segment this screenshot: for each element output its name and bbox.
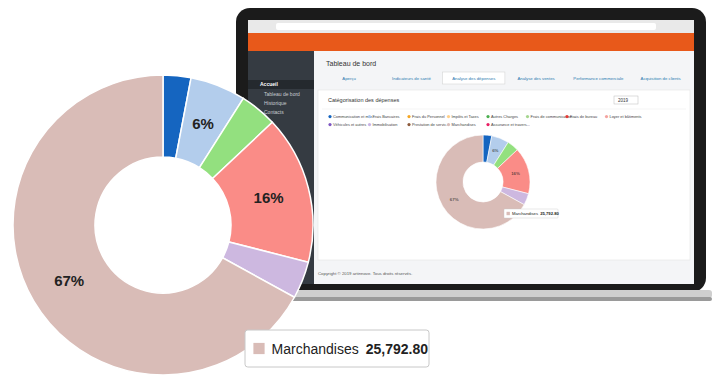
browser-bar (248, 20, 694, 33)
sidebar-item: Contacts (264, 109, 284, 115)
legend-label: Véhicules et autres (333, 122, 366, 127)
panel (318, 90, 690, 260)
year-select[interactable] (614, 96, 638, 104)
footer: Copyright © 2019 artinnove. Tous droits … (318, 271, 412, 276)
tab[interactable]: Analyse des dépenses (452, 76, 495, 81)
laptop-base-edge (222, 297, 712, 301)
canvas: Accueil Tableau de bord Historique Contacts… (0, 0, 712, 384)
panel-divider (322, 109, 686, 110)
legend-swatch (407, 123, 410, 126)
legend-label: Immobilisation (373, 122, 398, 127)
tab-active (443, 72, 505, 84)
big-tooltip: Marchandises 25,792.80 (245, 330, 429, 367)
legend-label: Autres Charges (491, 114, 518, 119)
tooltip-text: Marchandises25,792.80 (512, 211, 559, 216)
legend-swatch (447, 123, 450, 126)
legend-label: Frais Bancaires (373, 114, 400, 119)
tooltip-value: 25,792.80 (366, 341, 428, 357)
year-select-text: 2019 (618, 98, 629, 103)
url-field (276, 23, 656, 30)
legend-swatch (368, 123, 371, 126)
tooltip-swatch (253, 343, 264, 354)
tooltip-category: Marchandises (512, 211, 538, 216)
data-label: 6% (192, 115, 214, 132)
legend-label: Marchandises (452, 122, 476, 127)
tooltip-swatch (507, 212, 510, 215)
legend-label: Loyer et bâtiments (610, 114, 642, 119)
data-label: 16% (511, 171, 520, 176)
tab[interactable]: Performance commerciale (573, 76, 624, 81)
legend-label: Prestation de servic... (412, 122, 449, 127)
sidebar-item: Historique (264, 100, 287, 106)
tooltip-value: 25,792.80 (540, 211, 559, 216)
tab[interactable]: Analyse des ventes (517, 76, 554, 81)
tooltip-category: Marchandises (272, 341, 359, 357)
legend-swatch (407, 115, 410, 118)
legend-swatch (565, 115, 568, 118)
legend-label: Frais de bureau (570, 114, 597, 119)
tab[interactable]: Acquisition de clients (641, 76, 681, 81)
tab[interactable]: Indicateurs de santé (392, 76, 431, 81)
data-label: 67% (450, 197, 459, 202)
tooltip-text: Marchandises 25,792.80 (272, 341, 429, 357)
legend-label: Impôts et Taxes (452, 114, 479, 119)
legend-swatch (328, 115, 331, 118)
screenshot-tooltip: Marchandises25,792.80 (504, 209, 559, 218)
slice (213, 122, 313, 262)
data-label: 16% (254, 189, 284, 206)
tab[interactable]: Aperçu (342, 76, 356, 81)
legend-swatch (328, 123, 331, 126)
data-label: 6% (492, 148, 498, 153)
sidebar-active (248, 80, 314, 89)
legend-swatch (486, 123, 489, 126)
sidebar-item: Accueil (260, 81, 278, 87)
page-title: Tableau de bord (326, 60, 376, 67)
legend-swatch (486, 115, 489, 118)
legend-swatch (605, 115, 608, 118)
tooltip-box (245, 330, 429, 367)
legend-label: Frais de communication... (531, 114, 576, 119)
legend-label: Frais du Personnel (412, 114, 445, 119)
app-header (248, 33, 694, 51)
sidebar-item: Tableau de bord (264, 91, 300, 97)
screen (248, 20, 694, 284)
data-label: 67% (54, 272, 84, 289)
legend-label: Communication et mar... (333, 114, 375, 119)
legend-label: Assurance et travers... (491, 122, 530, 127)
legend-swatch (526, 115, 529, 118)
legend-swatch (447, 115, 450, 118)
panel-title: Catégorisation des dépenses (328, 97, 399, 103)
legend-swatch (368, 115, 371, 118)
